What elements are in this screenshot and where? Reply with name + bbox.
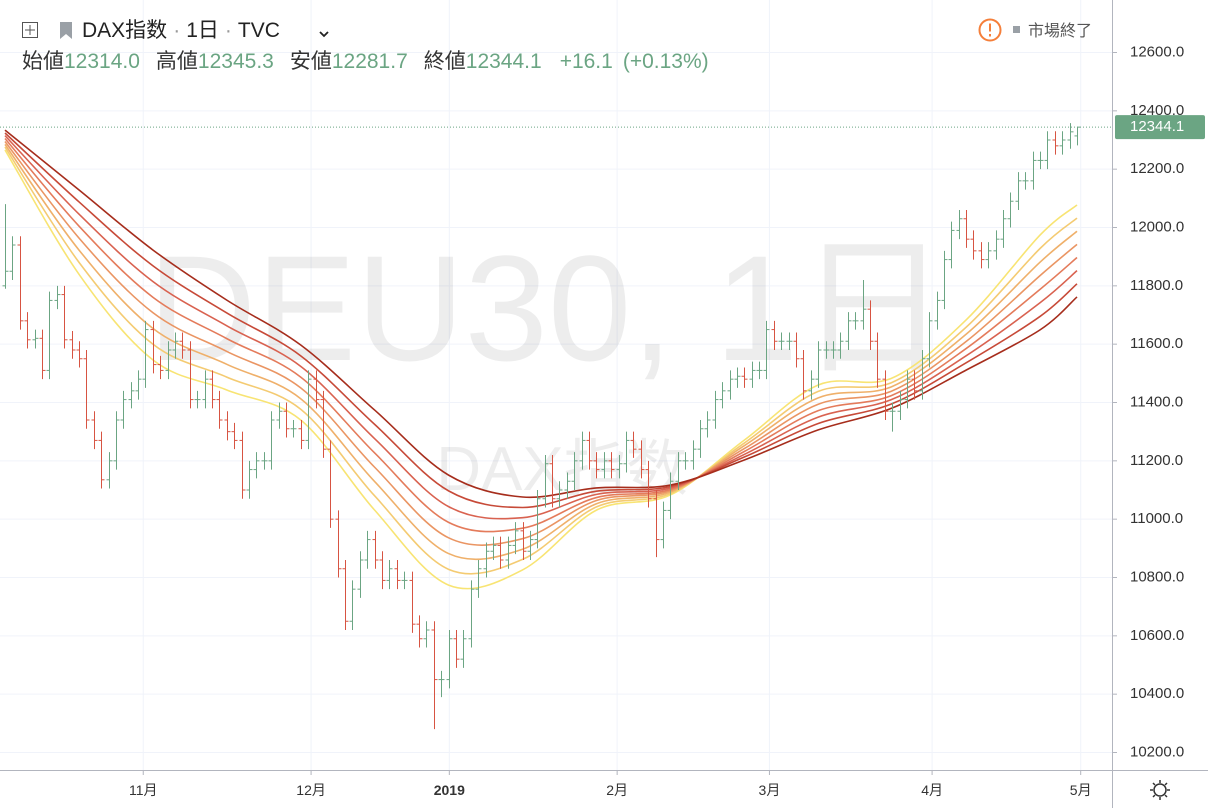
high-value: 12345.3 xyxy=(198,50,274,73)
last-price-tag xyxy=(1115,115,1205,140)
ohlc-legend: 始値12314.0 高値12345.3 安値12281.7 終値12344.1 +16.… xyxy=(22,50,709,73)
warning-icon[interactable] xyxy=(978,18,1002,42)
low-label: 安値 xyxy=(290,50,332,73)
x-tick-label: 4月 xyxy=(921,782,943,798)
gear-body xyxy=(1153,783,1167,797)
change-pct: (+0.13%) xyxy=(623,50,709,73)
watermark: DEU30, 1日 xyxy=(148,224,948,392)
gear-teeth xyxy=(1150,780,1170,800)
status-square xyxy=(1013,26,1020,33)
low-value: 12281.7 xyxy=(332,50,408,73)
x-tick-label: 5月 xyxy=(1070,782,1092,798)
y-tick-label: 11600.0 xyxy=(1130,335,1183,352)
grid xyxy=(0,0,1112,770)
marks xyxy=(2,123,1081,730)
ma-line xyxy=(4,138,1078,533)
header: DAX指数 · 1日 · TVC 始値12314.0 高値12345.3 安値12281.7… xyxy=(22,18,1092,73)
ma-line xyxy=(4,129,1078,499)
x-tick-label: 3月 xyxy=(759,782,781,798)
y-tick-label: 12600.0 xyxy=(1130,43,1184,60)
ma-line xyxy=(4,143,1078,561)
symbol-line[interactable]: DAX指数 · 1日 · TVC xyxy=(82,19,280,42)
ma-line xyxy=(4,132,1078,509)
flag-icon xyxy=(60,22,72,39)
y-tick-label: 12200.0 xyxy=(1130,160,1184,177)
source: TVC xyxy=(238,19,280,42)
change: +16.1 xyxy=(560,50,613,73)
ma-line xyxy=(4,135,1078,520)
high-label: 高値 xyxy=(156,50,198,73)
expand-icon[interactable] xyxy=(22,22,38,38)
y-tick-label: 11200.0 xyxy=(1130,452,1183,469)
y-tick-label: 11400.0 xyxy=(1130,393,1183,410)
y-tick-label: 10800.0 xyxy=(1130,568,1184,585)
interval: 1日 xyxy=(186,19,219,42)
ma-line xyxy=(4,149,1078,590)
y-tick-label: 10400.0 xyxy=(1130,685,1184,702)
x-tick-label: 2月 xyxy=(606,782,628,798)
x-tick-label: 2019 xyxy=(434,782,465,798)
y-tick-label: 11000.0 xyxy=(1130,510,1183,527)
x-tick-label: 11月 xyxy=(129,782,158,798)
x-tick-label: 12月 xyxy=(296,782,326,798)
market-status: 市場終了 xyxy=(1028,22,1092,40)
close-value: 12344.1 xyxy=(466,50,542,73)
expand-icon-plus xyxy=(25,25,35,35)
close-label: 終値 xyxy=(424,50,466,73)
plot-area: DEU30, 1日 DAX指数 xyxy=(2,123,1081,730)
separator: · xyxy=(225,19,232,42)
separator: · xyxy=(173,19,180,42)
last-price-label: 12344.1 xyxy=(1130,118,1184,135)
symbol: DAX指数 xyxy=(82,19,167,42)
open-label: 始値 xyxy=(22,50,64,73)
axes: 10200.0 10400.0 10600.0 10800.0 11000.0 11200… xyxy=(0,43,1205,798)
y-tick-label: 12400.0 xyxy=(1130,102,1184,119)
chevron[interactable] xyxy=(319,31,329,38)
settings-icon[interactable] xyxy=(1150,780,1170,800)
y-tick-label: 10200.0 xyxy=(1130,743,1184,760)
open-value: 12314.0 xyxy=(64,50,140,73)
y-tick-label: 12000.0 xyxy=(1130,218,1184,235)
y-tick-label: 11800.0 xyxy=(1130,277,1183,294)
y-tick-label: 10600.0 xyxy=(1130,627,1184,644)
